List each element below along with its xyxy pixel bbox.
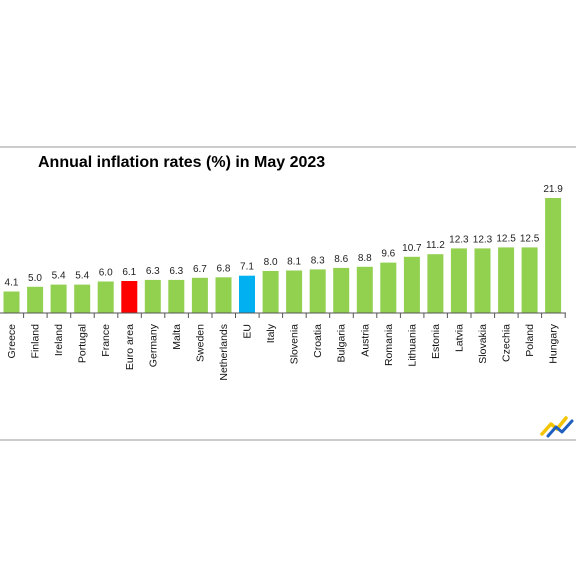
bar-czechia [498,247,515,313]
value-label-slovenia: 8.1 [287,257,301,268]
category-label-czechia: Czechia [501,324,513,362]
bar-malta [168,279,185,313]
bar-netherlands [215,277,232,313]
value-label-austria: 8.8 [358,253,372,264]
category-label-latvia: Latvia [453,324,465,352]
bars-group: 4.1 5.0 5.4 5.4 6.0 6.1 6.3 6.3 6.7 6.8 7.1 8.0 8.1 8… [3,184,563,314]
category-label-poland: Poland [524,324,536,357]
bar-france [97,281,114,313]
bar-slovakia [474,248,491,313]
category-label-portugal: Portugal [77,324,89,363]
chart-title: Annual inflation rates (%) in May 2023 [38,154,325,171]
bar-bulgaria [333,267,350,313]
bar-austria [356,266,373,313]
bar-hungary [545,198,562,313]
category-label-ireland: Ireland [53,324,65,356]
category-label-austria: Austria [359,324,371,357]
bar-greece [3,291,20,313]
category-label-eu: EU [242,324,254,339]
value-label-malta: 6.3 [169,266,183,277]
bar-estonia [427,254,444,313]
bar-croatia [309,269,326,313]
bar-italy [262,271,279,313]
category-label-hungary: Hungary [548,323,560,363]
bar-latvia [450,248,467,313]
bar-poland [521,247,538,313]
bar-ireland [50,284,67,313]
value-label-latvia: 12.3 [449,234,469,245]
value-label-germany: 6.3 [146,266,160,277]
category-label-netherlands: Netherlands [218,324,230,381]
category-label-malta: Malta [171,324,183,350]
value-label-ireland: 5.4 [52,271,66,282]
category-label-slovakia: Slovakia [477,324,489,364]
bar-slovenia [286,270,303,313]
category-label-italy: Italy [265,323,277,343]
value-label-eu: 7.1 [240,262,254,273]
value-label-czechia: 12.5 [496,233,516,244]
bar-finland [27,286,44,314]
category-label-lithuania: Lithuania [406,324,418,367]
bar-sweden [191,277,208,313]
category-label-bulgaria: Bulgaria [336,324,348,363]
category-label-sweden: Sweden [194,324,206,362]
value-label-greece: 4.1 [5,278,19,289]
value-label-lithuania: 10.7 [402,243,422,254]
category-label-germany: Germany [147,323,159,367]
value-label-estonia: 11.2 [426,240,445,251]
category-label-croatia: Croatia [312,324,324,358]
x-axis-ticks [23,313,566,318]
category-label-finland: Finland [30,324,42,359]
bar-romania [380,262,397,313]
value-label-romania: 9.6 [381,249,395,260]
category-label-euro-area: Euro area [124,324,136,370]
bar-lithuania [403,256,420,313]
value-label-slovakia: 12.3 [473,234,493,245]
value-label-croatia: 8.3 [311,255,325,266]
chevron-logo-icon [540,416,574,438]
value-label-france: 6.0 [99,268,113,279]
value-label-euro-area: 6.1 [122,267,136,278]
value-label-portugal: 5.4 [75,271,89,282]
category-label-romania: Romania [383,324,395,366]
bar-germany [144,279,161,313]
category-label-france: France [100,324,112,357]
category-labels: Greece Finland Ireland Portugal France Euro a… [6,323,560,380]
value-label-finland: 5.0 [28,273,42,284]
value-label-poland: 12.5 [520,233,540,244]
category-label-slovenia: Slovenia [289,324,301,364]
bar-eu [239,275,255,313]
value-label-italy: 8.0 [264,257,278,268]
bar-euro-area [121,281,138,313]
value-label-sweden: 6.7 [193,264,207,275]
value-label-netherlands: 6.8 [217,263,231,274]
value-label-bulgaria: 8.6 [334,254,348,265]
bar-portugal [74,284,91,313]
category-label-greece: Greece [6,324,18,359]
value-label-hungary: 21.9 [543,184,563,195]
category-label-estonia: Estonia [430,324,442,359]
